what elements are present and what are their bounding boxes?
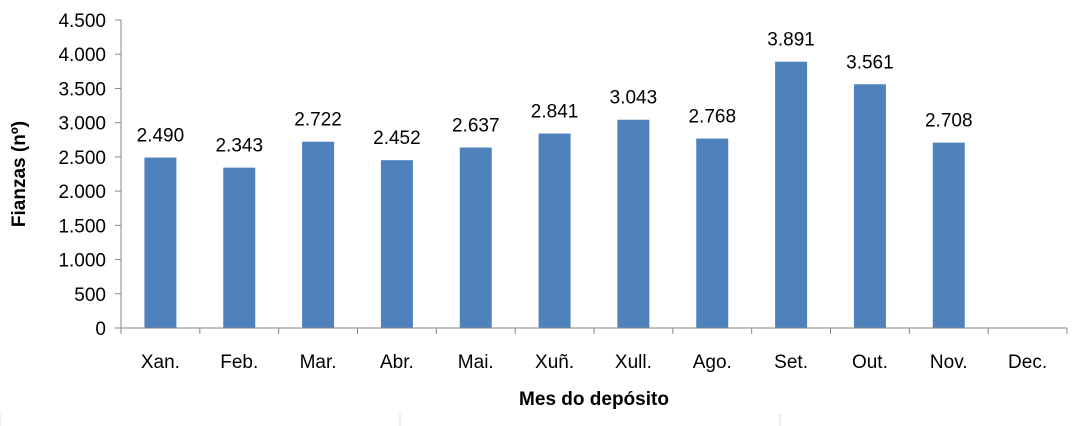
bar <box>538 133 571 328</box>
x-tick-label: Xan. <box>141 352 180 373</box>
y-tick-label: 4.000 <box>58 45 106 66</box>
frame-marks <box>0 414 781 426</box>
bar-value-label: 2.841 <box>531 102 579 123</box>
y-tick-label: 1.000 <box>58 251 106 272</box>
y-tick-label: 0 <box>95 319 106 340</box>
y-tick-label: 4.500 <box>58 11 106 32</box>
y-axis-ticks: 0 500 1.000 1.500 2.000 2.500 3.000 3.500 4.000 4… <box>58 11 121 340</box>
bar-value-label: 2.768 <box>688 107 736 128</box>
bar <box>775 61 808 328</box>
x-tick-label: Xuñ. <box>535 352 574 373</box>
x-tick-label: Feb. <box>220 352 258 373</box>
bar-value-label: 2.490 <box>137 126 185 147</box>
bar <box>853 84 886 328</box>
y-tick-label: 500 <box>74 285 106 306</box>
x-tick-label: Dec. <box>1008 352 1047 373</box>
bar <box>696 138 729 328</box>
bar-value-label: 2.722 <box>294 110 342 131</box>
bar <box>302 141 335 328</box>
bar-value-label: 3.891 <box>767 30 815 51</box>
x-tick-label: Xull. <box>615 352 652 373</box>
bar-value-label: 3.561 <box>846 52 894 73</box>
y-tick-label: 1.500 <box>58 216 106 237</box>
bar-value-label: 2.452 <box>373 128 421 149</box>
x-tick-label: Abr. <box>380 352 414 373</box>
bars <box>144 61 965 328</box>
bar-value-label: 2.343 <box>215 136 263 157</box>
x-axis-ticks: Xan. Feb. Mar. Abr. Mai. Xuñ. Xull. Ago. Set. Out… <box>120 328 1068 373</box>
y-tick-label: 2.000 <box>58 182 106 203</box>
bar-value-label: 2.708 <box>925 111 973 132</box>
x-tick-label: Nov. <box>930 352 968 373</box>
bar <box>223 167 256 328</box>
x-tick-label: Ago. <box>693 352 732 373</box>
x-axis-title: Mes do depósito <box>519 389 669 410</box>
bar <box>144 157 177 328</box>
bar-value-label: 2.637 <box>452 116 500 137</box>
x-tick-label: Mar. <box>300 352 337 373</box>
bar <box>459 147 492 328</box>
bar-value-label: 3.043 <box>610 88 658 109</box>
y-tick-label: 2.500 <box>58 148 106 169</box>
bar <box>380 160 413 328</box>
y-tick-label: 3.500 <box>58 79 106 100</box>
data-labels: 2.490 2.343 2.722 2.452 2.637 2.841 3.043 2.768… <box>137 30 973 157</box>
y-tick-label: 3.000 <box>58 114 106 135</box>
x-tick-label: Set. <box>774 352 808 373</box>
x-tick-label: Mai. <box>458 352 494 373</box>
x-tick-label: Out. <box>852 352 888 373</box>
bar <box>617 119 650 328</box>
y-axis-title: Fianzas (nº) <box>9 121 30 227</box>
bar <box>932 142 965 328</box>
